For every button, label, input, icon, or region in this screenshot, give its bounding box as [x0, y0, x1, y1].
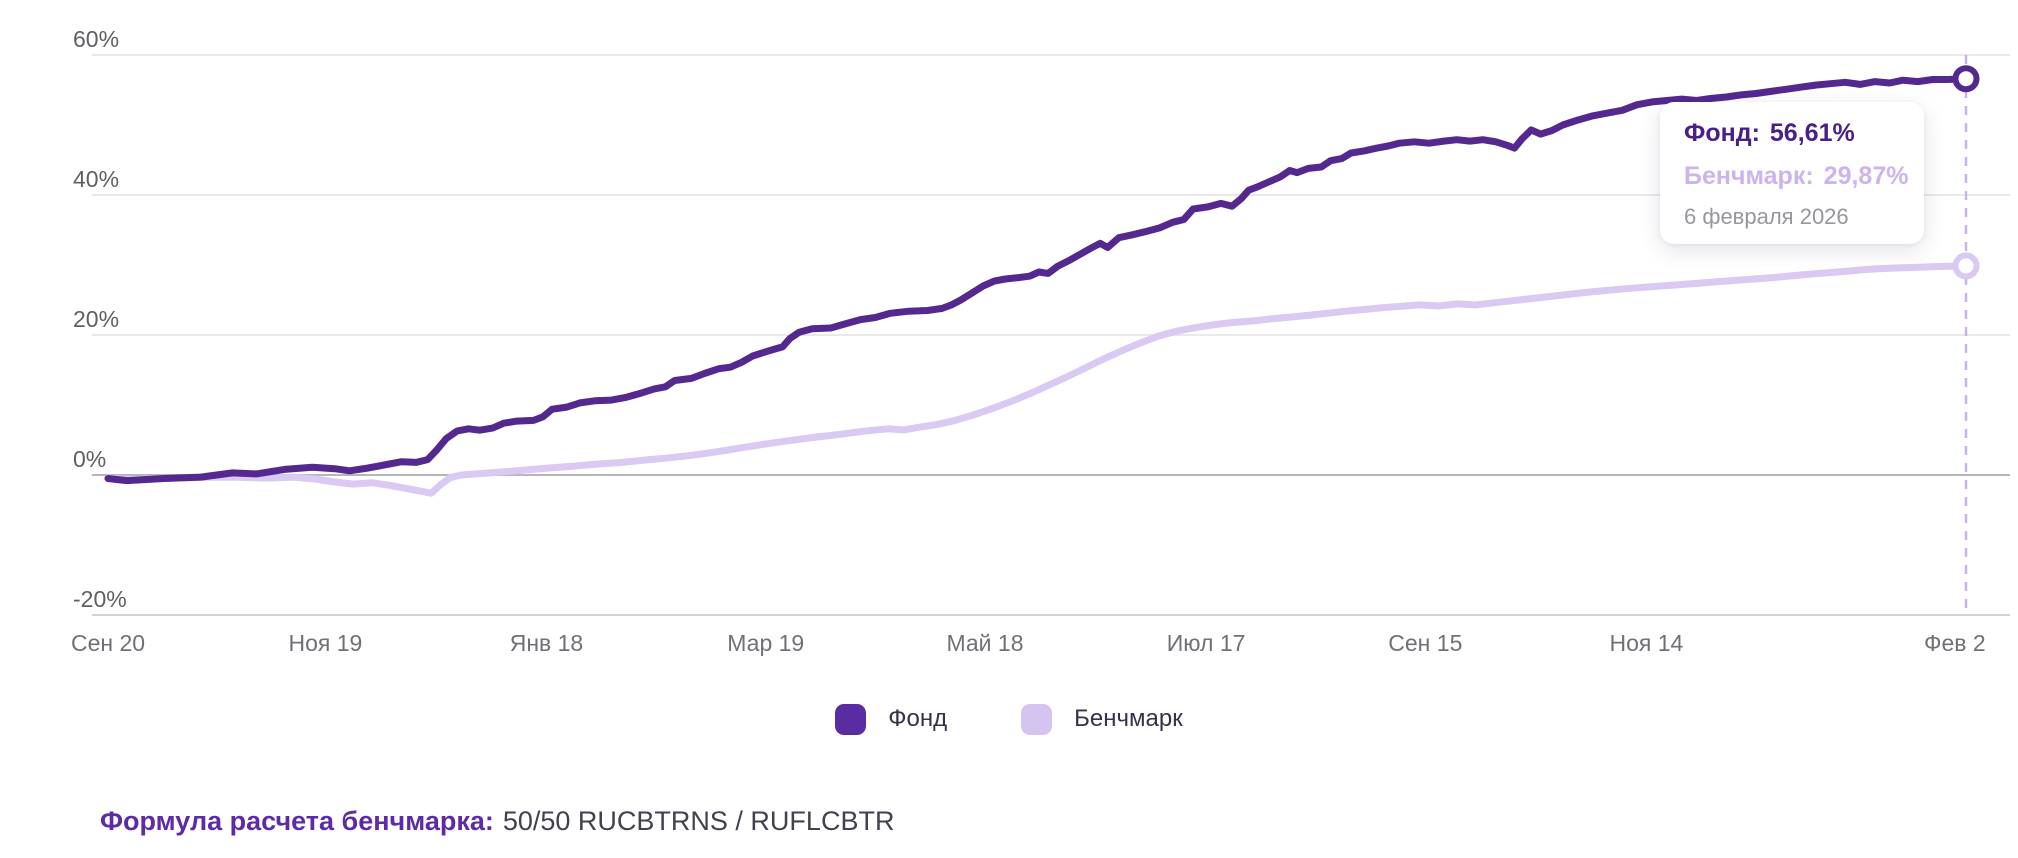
chart-tooltip: Фонд: 56,61% Бенчмарк: 29,87% 6 февраля 20… [1660, 102, 1924, 244]
benchmark-formula: Формула расчета бенчмарка: 50/50 RUCBTRNS… [100, 806, 894, 837]
y-axis-label: 40% [73, 166, 119, 192]
x-axis-label: Ноя 14 [1610, 630, 1684, 656]
tooltip-benchmark-label: Бенчмарк: [1684, 162, 1814, 190]
legend-item-fund[interactable]: Фонд [835, 703, 948, 735]
x-axis-label: Сен 15 [1388, 630, 1462, 656]
tooltip-benchmark-row: Бенчмарк: 29,87% [1684, 162, 1908, 191]
tooltip-fund-value: 56,61% [1769, 119, 1855, 147]
y-axis-label: 60% [73, 26, 119, 52]
tooltip-fund-label: Фонд: [1684, 119, 1760, 147]
legend-benchmark-label: Бенчмарк [1074, 705, 1183, 732]
y-axis-label: 0% [73, 446, 106, 472]
fund-line[interactable] [104, 75, 1970, 485]
y-axis-label: -20% [73, 586, 127, 612]
x-axis-label: Сен 20 [71, 630, 145, 656]
tooltip-fund-row: Фонд: 56,61% [1684, 119, 1900, 148]
x-axis-label: Фев 2 [1924, 630, 1986, 656]
x-axis-label: Май 18 [946, 630, 1023, 656]
x-axis-label: Июл 17 [1167, 630, 1246, 656]
y-axis-label: 20% [73, 306, 119, 332]
benchmark-line[interactable] [104, 262, 1970, 497]
fund-swatch-icon [835, 703, 867, 735]
chart-legend: Фонд Бенчмарк [0, 696, 2018, 742]
formula-label: Формула расчета бенчмарка: [100, 806, 494, 836]
legend-fund-label: Фонд [888, 705, 948, 732]
chart-canvas[interactable]: 60% 40% 20% 0% -20% Сен 20 Ноя 19 Янв 18 Мар 19 М… [0, 0, 2018, 665]
fund-endpoint-marker [1952, 65, 1980, 93]
formula-value: 50/50 RUCBTRNS / RUFLCBTR [502, 806, 895, 836]
x-axis-label: Мар 19 [727, 630, 804, 656]
x-axis-label: Янв 18 [510, 630, 584, 656]
tooltip-date: 6 февраля 2026 [1684, 204, 1849, 229]
performance-chart[interactable]: 60% 40% 20% 0% -20% Сен 20 Ноя 19 Янв 18 Мар 19 М… [0, 0, 2018, 665]
legend-item-benchmark[interactable]: Бенчмарк [1021, 703, 1183, 735]
tooltip-benchmark-value: 29,87% [1823, 162, 1909, 190]
benchmark-swatch-icon [1021, 703, 1053, 735]
benchmark-endpoint-marker [1952, 252, 1980, 280]
x-axis-label: Ноя 19 [288, 630, 362, 656]
